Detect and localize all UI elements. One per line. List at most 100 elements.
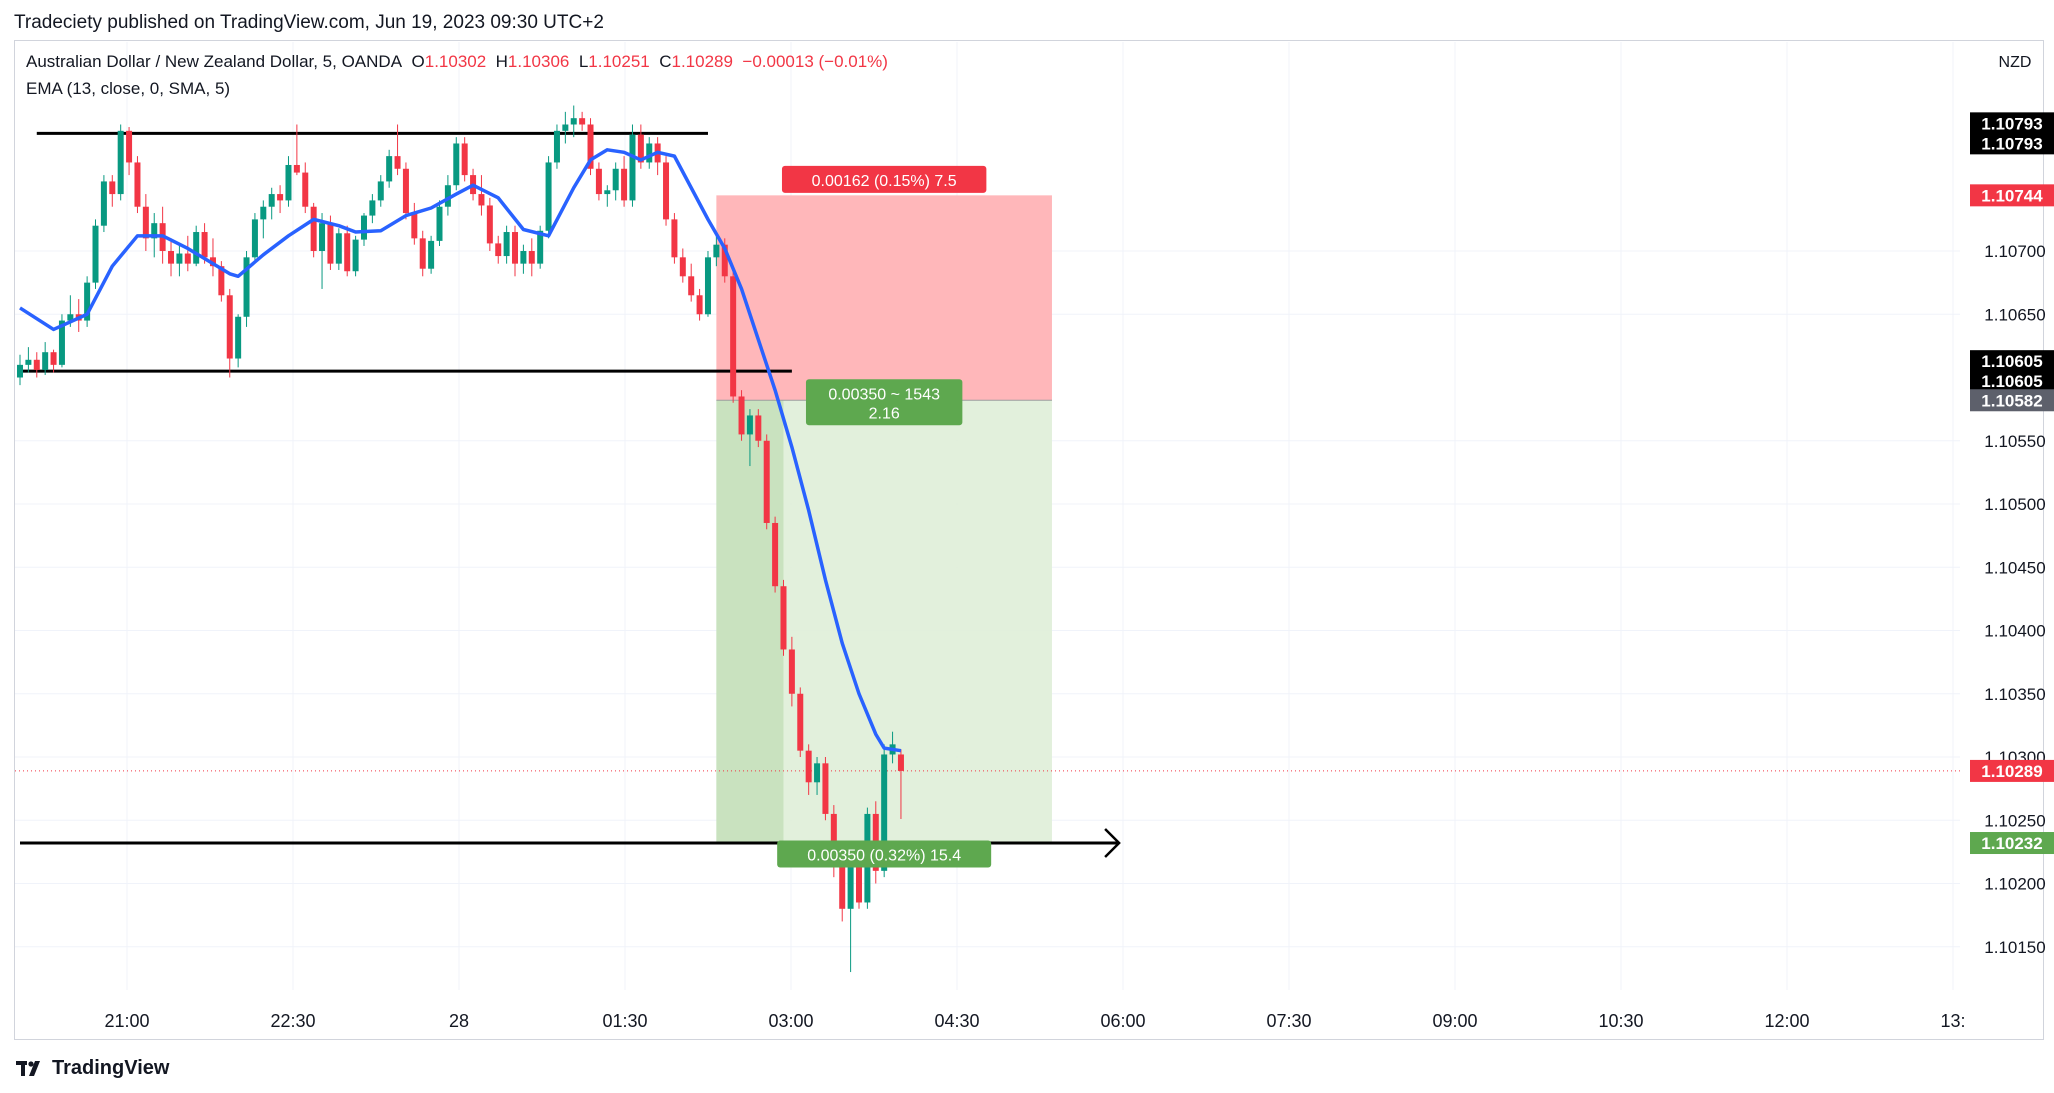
risk-reward-label-bg xyxy=(805,379,963,426)
risk-reward-label-text: 2.16 xyxy=(869,405,900,422)
candle-body xyxy=(377,181,384,201)
x-tick-label: 21:00 xyxy=(104,1011,149,1031)
price-tag-bg xyxy=(1970,350,2054,373)
time-axis[interactable]: 21:00 22:30 28 01:30 03:00 04:30 06:00 07:30 09:… xyxy=(104,1011,1965,1031)
price-tag-bg xyxy=(1970,184,2054,207)
candle-body xyxy=(604,190,611,195)
ema-line xyxy=(19,148,902,753)
candle-body xyxy=(92,225,99,283)
candle-body xyxy=(84,282,91,321)
candle-body xyxy=(814,763,821,783)
candle-body xyxy=(545,162,552,231)
candle-body xyxy=(822,763,829,814)
candle-body xyxy=(243,257,250,317)
price-axis[interactable]: 1.101501.102001.102501.103001.103501.104… xyxy=(1984,54,2045,957)
y-tick-label: 1.10500 xyxy=(1984,495,2045,514)
stop-label-bg xyxy=(781,165,987,193)
candle-body xyxy=(696,295,703,315)
price-tags: 1.107931.107931.107441.106051.106051.105… xyxy=(1970,112,2054,855)
candle-body xyxy=(881,754,888,871)
symbol-name: Australian Dollar / New Zealand Dollar, … xyxy=(26,52,403,71)
candle-body xyxy=(579,118,586,125)
candle-body xyxy=(369,200,376,216)
candle-body xyxy=(830,813,837,865)
candle-body xyxy=(293,164,300,173)
candle-body xyxy=(570,118,577,125)
price-tag-bg xyxy=(1970,112,2054,135)
candle-body xyxy=(486,205,493,244)
price-tag-label: 1.10605 xyxy=(1981,352,2042,371)
price-tag-label: 1.10582 xyxy=(1981,391,2042,410)
price-tag-bg xyxy=(1970,370,2054,393)
candle-body xyxy=(520,251,527,264)
candle-body xyxy=(453,143,460,186)
x-tick-label: 09:00 xyxy=(1432,1011,1477,1031)
candle-body xyxy=(352,239,359,272)
x-tick-label: 07:30 xyxy=(1266,1011,1311,1031)
candle-body xyxy=(856,858,862,903)
candle-body xyxy=(562,124,569,131)
change-value: −0.00013 (−0.01%) xyxy=(742,52,888,71)
tradingview-brand[interactable]: TradingView xyxy=(16,1057,169,1080)
candle-body xyxy=(721,244,728,277)
close-value: 1.10289 xyxy=(671,52,733,71)
candle-body xyxy=(621,168,628,201)
candle-body xyxy=(428,240,435,269)
candle-body xyxy=(629,134,636,201)
target-label-text: 0.00350 (0.32%) 15.4 xyxy=(807,848,961,865)
candle-body xyxy=(512,232,519,264)
candle-body xyxy=(25,359,32,365)
price-tag-bg xyxy=(1970,132,2054,155)
candle-body xyxy=(126,130,133,163)
candle-body xyxy=(42,352,49,370)
candle-body xyxy=(797,693,804,751)
currency-label: NZD xyxy=(1999,54,2032,71)
candle-body xyxy=(839,864,846,909)
y-tick-label: 1.10650 xyxy=(1984,305,2045,324)
candle-body xyxy=(897,754,904,771)
position-labels: 0.00162 (0.15%) 7.5 0.00350 ~ 1543 2.16 0.0… xyxy=(777,165,992,868)
candle-body xyxy=(251,219,258,258)
price-tag-label: 1.10289 xyxy=(1981,762,2042,781)
candle-body xyxy=(788,649,795,694)
candle-body xyxy=(218,266,225,296)
x-tick-label: 06:00 xyxy=(1100,1011,1145,1031)
open-label: O xyxy=(411,52,425,71)
candle-body xyxy=(847,858,854,909)
price-tag-label: 1.10605 xyxy=(1981,372,2042,391)
candle-body xyxy=(17,364,23,378)
take-profit-zone-filled xyxy=(716,400,784,844)
y-tick-label: 1.10450 xyxy=(1984,558,2045,577)
candle-body xyxy=(402,168,409,214)
x-tick-label: 04:30 xyxy=(934,1011,979,1031)
candle-body xyxy=(537,230,544,264)
candle-body xyxy=(805,750,812,783)
candle-body xyxy=(168,251,175,264)
close-label: C xyxy=(659,52,672,71)
candle-body xyxy=(755,415,762,441)
candle-body xyxy=(100,181,107,226)
symbol-legend[interactable]: Australian Dollar / New Zealand Dollar, … xyxy=(26,52,888,72)
target-label-bg xyxy=(777,840,992,868)
candle-body xyxy=(704,257,711,315)
candle-body xyxy=(327,223,334,264)
candle-body xyxy=(503,232,510,257)
candle-body xyxy=(553,130,560,163)
candle-body xyxy=(277,194,284,201)
x-tick-label: 12:00 xyxy=(1764,1011,1809,1031)
candle-body xyxy=(637,134,644,163)
y-tick-label: 1.10700 xyxy=(1984,242,2045,261)
candle-body xyxy=(386,156,393,182)
indicator-legend[interactable]: EMA (13, close, 0, SMA, 5) xyxy=(26,79,231,98)
arrow-head-icon xyxy=(1104,828,1121,858)
x-tick-label: 22:30 xyxy=(270,1011,315,1031)
candle-body xyxy=(176,253,183,264)
candle-body xyxy=(50,352,57,365)
candle-body xyxy=(58,320,65,365)
candle-body xyxy=(713,244,720,258)
low-label: L xyxy=(578,52,589,71)
y-tick-label: 1.10200 xyxy=(1984,875,2045,894)
candle-body xyxy=(394,156,401,169)
candle-body xyxy=(310,206,317,251)
